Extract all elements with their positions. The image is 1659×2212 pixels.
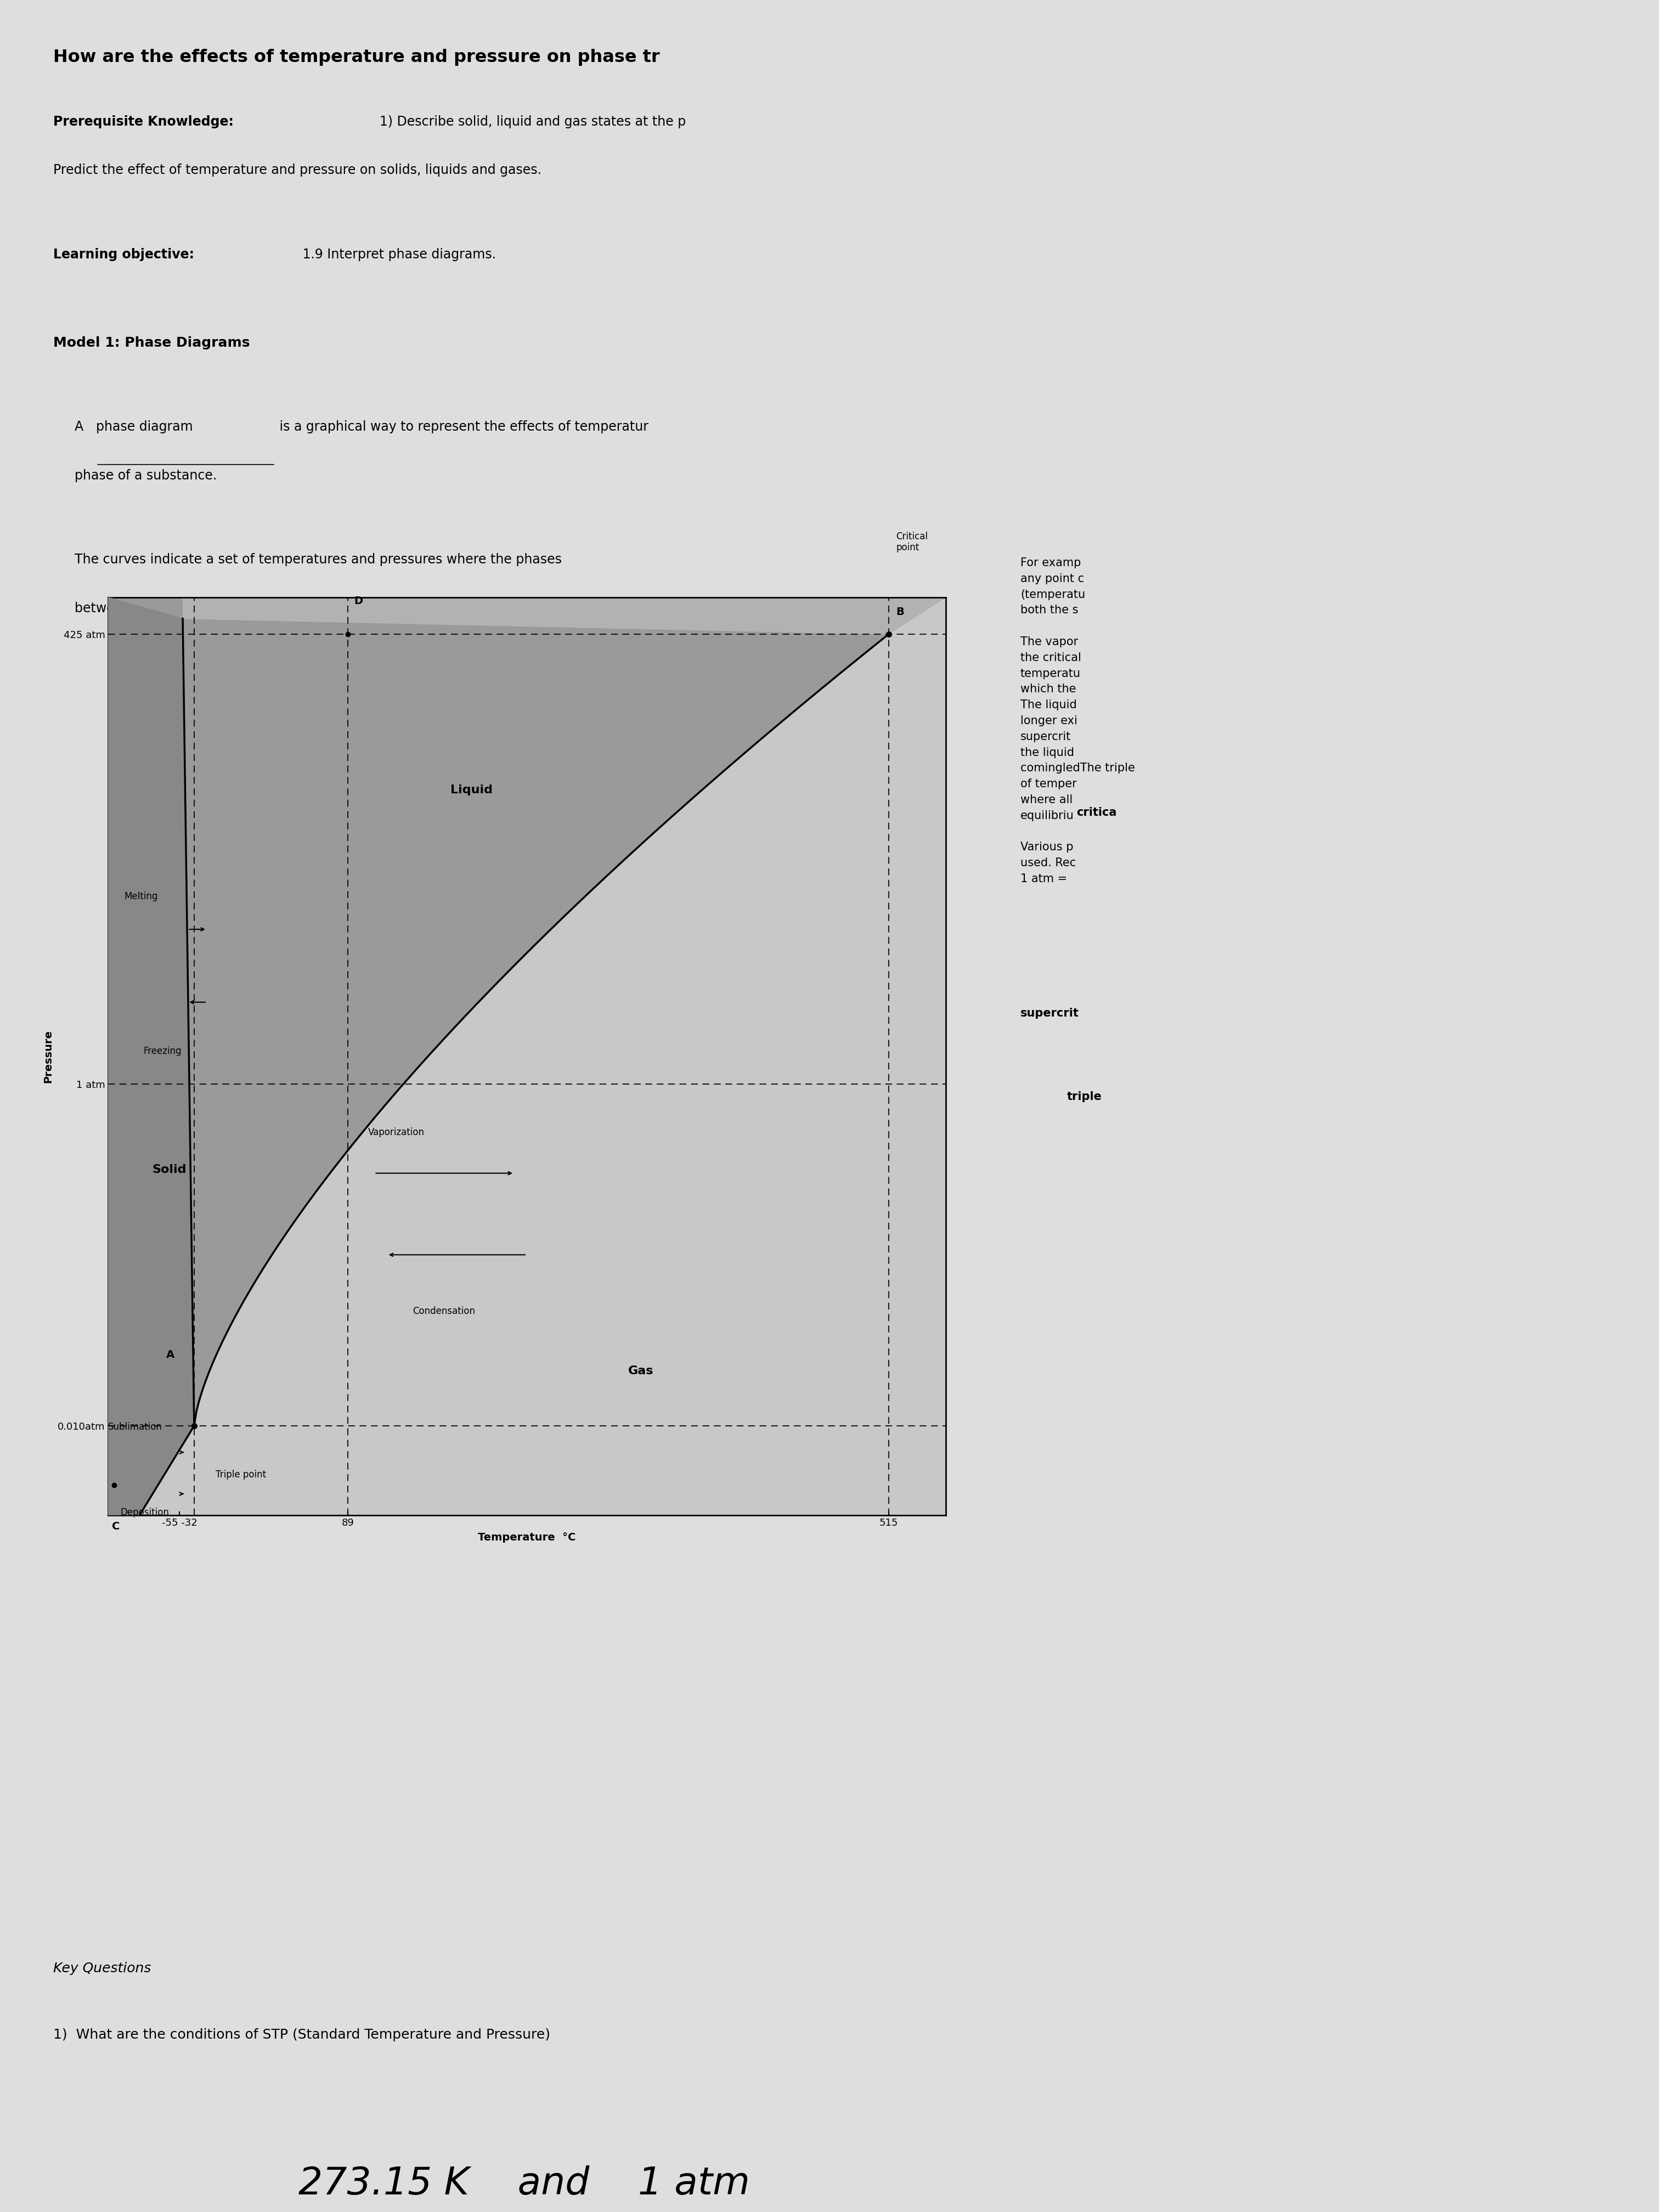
Text: 1) Describe solid, liquid and gas states at the p: 1) Describe solid, liquid and gas states… [372, 115, 687, 128]
Text: Learning objective:: Learning objective: [53, 248, 194, 261]
Text: 1)  What are the conditions of STP (Standard Temperature and Pressure): 1) What are the conditions of STP (Stand… [53, 2028, 551, 2042]
Text: Liquid: Liquid [451, 785, 493, 796]
Text: supercrit: supercrit [1020, 1009, 1078, 1018]
Text: Vaporization: Vaporization [368, 1128, 425, 1137]
Y-axis label: Pressure: Pressure [43, 1029, 53, 1084]
Text: Key Questions: Key Questions [53, 1962, 151, 1975]
Polygon shape [182, 597, 946, 1427]
Text: phase diagram: phase diagram [96, 420, 192, 434]
Text: Sublimation: Sublimation [108, 1422, 163, 1431]
Text: For examp
any point c
(temperatu
both the s

The vapor
the critical
temperatu
wh: For examp any point c (temperatu both th… [1020, 557, 1135, 885]
Text: Model 1: Phase Diagrams: Model 1: Phase Diagrams [53, 336, 251, 349]
X-axis label: Temperature  °C: Temperature °C [478, 1533, 576, 1542]
Text: The curves indicate a set of temperatures and pressures where the phases: The curves indicate a set of temperature… [75, 553, 562, 566]
Text: Solid: Solid [153, 1164, 186, 1175]
Polygon shape [108, 597, 194, 1568]
Text: 1.9 Interpret phase diagrams.: 1.9 Interpret phase diagrams. [299, 248, 496, 261]
Text: phase of a substance.: phase of a substance. [75, 469, 217, 482]
Text: How are the effects of temperature and pressure on phase tr: How are the effects of temperature and p… [53, 49, 660, 66]
Text: D: D [353, 595, 363, 606]
Text: 273.15 K    and    1 atm: 273.15 K and 1 atm [299, 2166, 750, 2203]
Text: Freezing: Freezing [143, 1046, 181, 1055]
Polygon shape [108, 597, 946, 1568]
Text: Critical
point: Critical point [896, 531, 927, 553]
Text: triple: triple [1067, 1091, 1102, 1102]
Text: Deposition: Deposition [121, 1509, 169, 1517]
Text: critica: critica [1077, 807, 1117, 818]
Text: Triple point: Triple point [216, 1469, 267, 1480]
Text: between the two states on opposite sides of the line.: between the two states on opposite sides… [75, 602, 420, 615]
Text: A: A [75, 420, 88, 434]
Text: Gas: Gas [629, 1365, 654, 1376]
Text: A: A [166, 1349, 174, 1360]
Text: B: B [896, 606, 904, 617]
Text: C: C [111, 1522, 119, 1531]
Text: Prerequisite Knowledge:: Prerequisite Knowledge: [53, 115, 234, 128]
Text: is a graphical way to represent the effects of temperatur: is a graphical way to represent the effe… [275, 420, 649, 434]
Text: Predict the effect of temperature and pressure on solids, liquids and gases.: Predict the effect of temperature and pr… [53, 164, 541, 177]
Text: Melting: Melting [124, 891, 158, 902]
Text: Condensation: Condensation [413, 1307, 474, 1316]
